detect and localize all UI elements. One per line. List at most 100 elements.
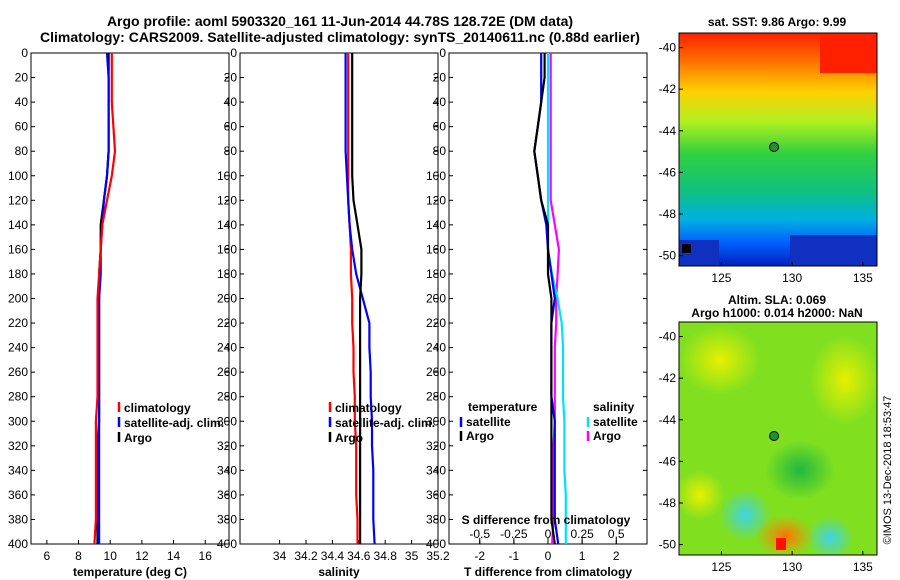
legend-label-satellite: satellite-adj. clim.	[335, 416, 435, 430]
legend-heading-salinity: salinity	[593, 400, 635, 414]
y-tick-label: 340	[217, 463, 237, 477]
sla-map-frame	[678, 321, 878, 556]
x-tick-label: 6	[43, 549, 50, 563]
sst-warm-patch	[820, 33, 877, 73]
y-tick-label: 0	[21, 46, 28, 60]
map-y-tick-label: -44	[659, 124, 677, 138]
x-tick-label: 12	[135, 549, 149, 563]
legend-label-s-satellite: satellite	[593, 415, 638, 429]
x-tick-label: -1	[509, 549, 520, 563]
y-tick-label: 400	[426, 537, 446, 551]
y-tick-label: 180	[8, 267, 28, 281]
map-y-tick-label: -48	[659, 207, 677, 221]
y-tick-label: 140	[8, 218, 28, 232]
y-tick-label: 120	[8, 193, 28, 207]
y-tick-label: 40	[15, 95, 29, 109]
y-tick-label: 380	[217, 512, 237, 526]
sla-high-patch	[679, 470, 725, 520]
x-tick-label: 34.2	[294, 549, 318, 563]
difference-panel: 0204060801001201401601802002202402602803…	[426, 46, 648, 579]
s-x-tick-label: 0.25	[570, 527, 594, 541]
legend-label-s-argo: Argo	[593, 429, 621, 443]
x-tick-label: 2	[613, 549, 620, 563]
temperature-legend: climatology satellite-adj. clim. Argo	[117, 401, 224, 445]
y-tick-label: 0	[230, 46, 237, 60]
legend-label-t-argo: Argo	[466, 429, 494, 443]
x-tick-label: 14	[167, 549, 181, 563]
y-tick-label: 60	[15, 120, 29, 134]
x-tick-label: 0	[545, 549, 552, 563]
y-tick-label: 100	[8, 169, 28, 183]
sla-map-title-1: Altim. SLA: 0.069	[728, 293, 826, 307]
y-tick-label: 40	[224, 95, 238, 109]
y-tick-label: 400	[8, 537, 28, 551]
axes-box	[30, 52, 230, 545]
y-tick-label: 340	[426, 463, 446, 477]
x-tick-label: 34.8	[374, 549, 398, 563]
y-tick-label: 300	[426, 414, 446, 428]
series-s-argo	[549, 53, 561, 545]
map-x-tick-label: 135	[853, 560, 873, 574]
legend-heading-temperature: temperature	[468, 400, 538, 414]
y-tick-label: 80	[15, 144, 29, 158]
y-tick-label: 280	[217, 390, 237, 404]
sla-argo-location-marker	[769, 431, 780, 442]
y-tick-label: 200	[426, 292, 446, 306]
x-axis-label: salinity	[318, 565, 360, 579]
credit-text: ©IMOS 13-Dec-2018 18:53:47	[882, 396, 894, 545]
y-tick-label: 260	[8, 365, 28, 379]
y-tick-label: 380	[8, 512, 28, 526]
map-y-tick-label: -42	[659, 371, 677, 385]
map-x-tick-label: 130	[782, 271, 802, 285]
legend-label-satellite: satellite-adj. clim.	[124, 416, 224, 430]
y-tick-label: 100	[217, 169, 237, 183]
salinity-legend: climatology satellite-adj. clim. Argo	[328, 401, 435, 445]
sla-low-patch	[806, 516, 854, 555]
x-tick-label: 10	[104, 549, 118, 563]
map-x-tick-label: 125	[711, 560, 731, 574]
y-tick-label: 120	[426, 193, 446, 207]
y-tick-label: 20	[224, 71, 238, 85]
y-tick-label: 200	[8, 292, 28, 306]
y-tick-label: 340	[8, 463, 28, 477]
y-tick-label: 240	[426, 341, 446, 355]
sla-high-patch	[680, 325, 760, 395]
series-satellite-adj-clim-	[344, 53, 376, 545]
series-climatology	[93, 53, 117, 545]
temperature-panel: 0 20 40 60 80 100 120 140 160 180 200 220 240 260 280 3…	[8, 46, 230, 579]
map-y-tick-label: -40	[659, 41, 677, 55]
y-tick-label: 160	[426, 242, 446, 256]
y-tick-label: 280	[426, 390, 446, 404]
legend-label-t-satellite: satellite	[466, 415, 511, 429]
legend-label-argo: Argo	[124, 431, 152, 445]
y-tick-label: 220	[426, 316, 446, 330]
y-tick-label: 240	[8, 341, 28, 355]
map-y-tick-label: -50	[659, 249, 677, 263]
y-tick-label: 0	[439, 46, 446, 60]
sla-low-patch	[765, 440, 835, 500]
legend-label-climatology: climatology	[335, 401, 402, 415]
y-tick-label: 380	[426, 512, 446, 526]
x-tick-label: 34.4	[321, 549, 345, 563]
s-x-tick-label: 0	[545, 527, 552, 541]
y-tick-label: 360	[8, 488, 28, 502]
sla-map-title-2: Argo h1000: 0.014 h2000: NaN	[691, 306, 862, 320]
sst-map-title: sat. SST: 9.86 Argo: 9.99	[708, 15, 847, 29]
x-tick-label: 34	[273, 549, 287, 563]
y-tick-label: 60	[224, 120, 238, 134]
x-tick-label: 35.2	[426, 549, 450, 563]
y-tick-label: 140	[217, 218, 237, 232]
sla-peak-pixel	[776, 538, 786, 550]
y-tick-label: 40	[433, 95, 447, 109]
salinity-panel: 0204060801001201401601802002202402602803…	[217, 46, 450, 579]
sst-dark-pixel	[682, 244, 691, 253]
s-difference-axis-label: S difference from climatology	[462, 513, 631, 527]
y-tick-label: 360	[426, 488, 446, 502]
map-x-tick-label: 135	[853, 271, 873, 285]
y-tick-label: 140	[426, 218, 446, 232]
series-climatology	[347, 53, 359, 544]
legend-label-climatology: climatology	[124, 401, 191, 415]
y-tick-label: 180	[217, 267, 237, 281]
s-x-tick-label: 0.5	[608, 527, 625, 541]
y-tick-label: 220	[217, 316, 237, 330]
